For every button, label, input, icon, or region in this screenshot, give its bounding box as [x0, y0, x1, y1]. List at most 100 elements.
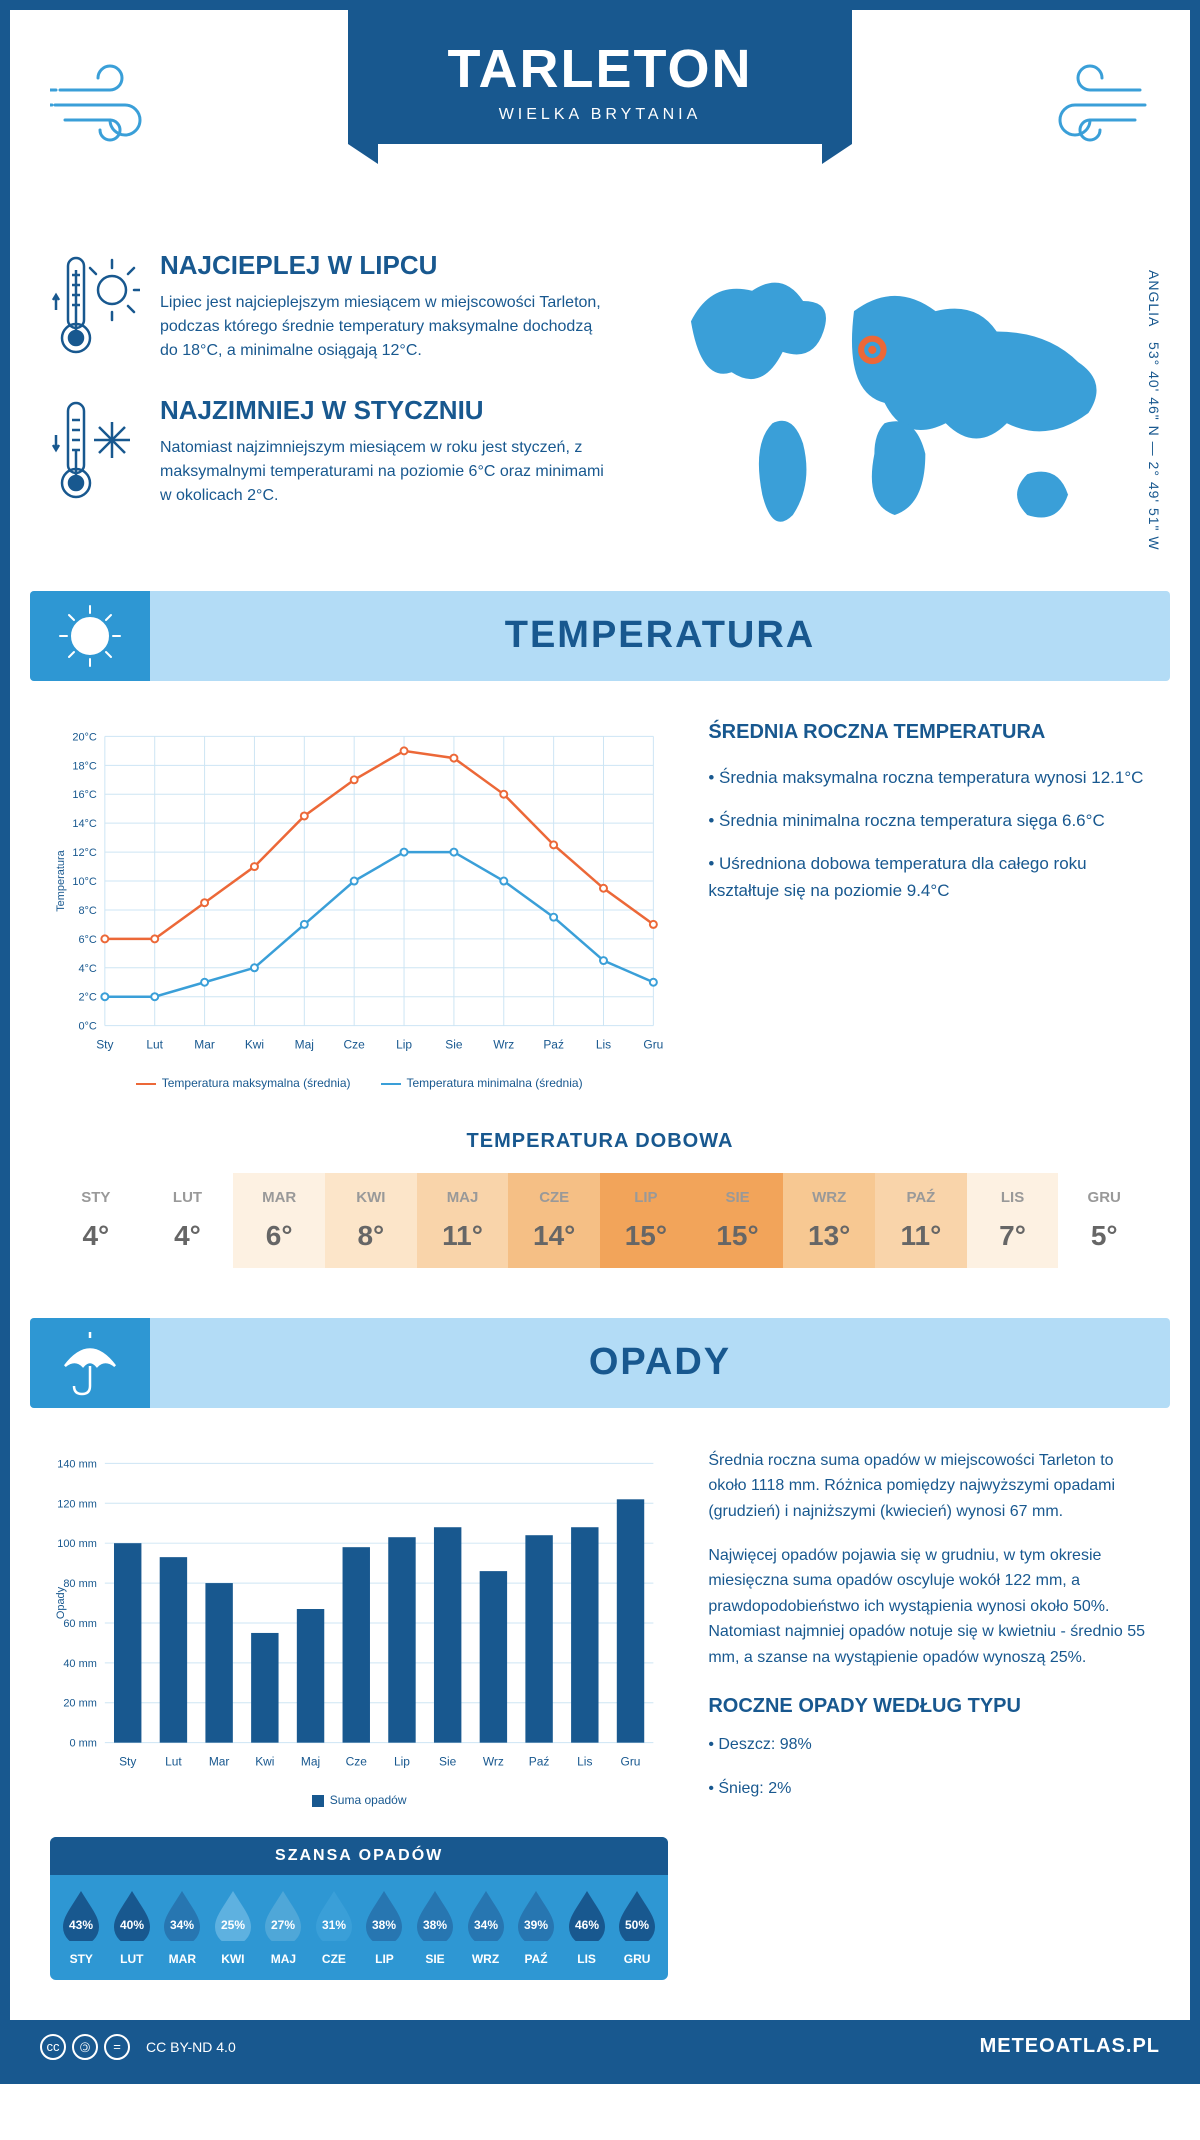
- svg-text:Mar: Mar: [209, 1754, 230, 1768]
- daily-temp-cell: LUT4°: [142, 1173, 234, 1268]
- svg-text:Paź: Paź: [529, 1754, 550, 1768]
- coldest-fact: NAJZIMNIEJ W STYCZNIU Natomiast najzimni…: [50, 395, 610, 510]
- warmest-text: NAJCIEPLEJ W LIPCU Lipiec jest najcieple…: [160, 250, 610, 365]
- precip-legend-label: Suma opadów: [330, 1793, 407, 1807]
- coldest-heading: NAJZIMNIEJ W STYCZNIU: [160, 395, 610, 426]
- umbrella-icon: [30, 1318, 150, 1408]
- precip-text-2: Najwięcej opadów pojawia się w grudniu, …: [708, 1543, 1150, 1671]
- svg-text:4°C: 4°C: [78, 963, 96, 975]
- warmest-heading: NAJCIEPLEJ W LIPCU: [160, 250, 610, 281]
- coordinates: ANGLIA 53° 40' 46" N — 2° 49' 51" W: [1146, 270, 1162, 551]
- svg-text:Cze: Cze: [346, 1754, 368, 1768]
- wind-icon-left: [50, 50, 180, 155]
- daily-temp-cell: STY4°: [50, 1173, 142, 1268]
- svg-text:Sie: Sie: [445, 1037, 463, 1051]
- temperature-info: ŚREDNIA ROCZNA TEMPERATURA • Średnia mak…: [708, 721, 1150, 1090]
- chance-drop: 27%MAJ: [258, 1889, 309, 1966]
- svg-text:38%: 38%: [423, 1918, 447, 1932]
- chance-drop: 34%WRZ: [460, 1889, 511, 1966]
- svg-text:12°C: 12°C: [72, 847, 97, 859]
- legend-max: Temperatura maksymalna (średnia): [162, 1076, 351, 1090]
- footer: cc 🄯 = CC BY-ND 4.0 METEOATLAS.PL: [10, 2020, 1190, 2074]
- daily-temp-cell: LIS7°: [967, 1173, 1059, 1268]
- precipitation-heading: OPADY: [150, 1341, 1170, 1384]
- svg-text:8°C: 8°C: [78, 905, 96, 917]
- svg-text:Opady: Opady: [55, 1586, 67, 1619]
- svg-text:39%: 39%: [524, 1918, 548, 1932]
- svg-text:Gru: Gru: [621, 1754, 641, 1768]
- world-map-icon: [640, 250, 1150, 556]
- svg-text:38%: 38%: [372, 1918, 396, 1932]
- chance-drop: 39%PAŹ: [511, 1889, 562, 1966]
- svg-text:Lut: Lut: [165, 1754, 182, 1768]
- svg-text:Mar: Mar: [194, 1037, 215, 1051]
- daily-temp-cell: WRZ13°: [783, 1173, 875, 1268]
- svg-text:Maj: Maj: [301, 1754, 320, 1768]
- coords-text: 53° 40' 46" N — 2° 49' 51" W: [1146, 342, 1162, 551]
- precipitation-band: OPADY: [30, 1318, 1170, 1408]
- site-name: METEOATLAS.PL: [980, 2035, 1160, 2058]
- region-label: ANGLIA: [1146, 270, 1162, 327]
- svg-text:Kwi: Kwi: [245, 1037, 264, 1051]
- precipitation-right: Średnia roczna suma opadów w miejscowośc…: [708, 1448, 1150, 1980]
- annual-temp-bullet-3: • Uśredniona dobowa temperatura dla całe…: [708, 850, 1150, 904]
- coldest-body: Natomiast najzimniejszym miesiącem w rok…: [160, 436, 610, 508]
- infographic-frame: TARLETON WIELKA BRYTANIA NAJCIEPLEJ W LI…: [0, 0, 1200, 2084]
- svg-text:Sty: Sty: [119, 1754, 136, 1768]
- thermometer-snow-icon: [50, 395, 140, 510]
- annual-temp-bullet-2: • Średnia minimalna roczna temperatura s…: [708, 807, 1150, 834]
- svg-text:Lut: Lut: [146, 1037, 163, 1051]
- svg-text:0 mm: 0 mm: [69, 1737, 96, 1749]
- svg-text:16°C: 16°C: [72, 789, 97, 801]
- chance-drop: 34%MAR: [157, 1889, 208, 1966]
- svg-text:2°C: 2°C: [78, 991, 96, 1003]
- svg-text:27%: 27%: [271, 1918, 295, 1932]
- temperature-legend: Temperatura maksymalna (średnia) Tempera…: [50, 1076, 668, 1090]
- svg-text:31%: 31%: [322, 1918, 346, 1932]
- daily-temp-heading: TEMPERATURA DOBOWA: [50, 1130, 1150, 1153]
- by-type-rain: • Deszcz: 98%: [708, 1732, 1150, 1758]
- temperature-chart: 0°C2°C4°C6°C8°C10°C12°C14°C16°C18°C20°CS…: [50, 721, 668, 1090]
- header: TARLETON WIELKA BRYTANIA: [10, 10, 1190, 230]
- svg-text:80 mm: 80 mm: [63, 1578, 97, 1590]
- daily-temp-cell: SIE15°: [692, 1173, 784, 1268]
- svg-text:46%: 46%: [575, 1918, 599, 1932]
- svg-text:10°C: 10°C: [72, 876, 97, 888]
- svg-text:Maj: Maj: [295, 1037, 314, 1051]
- license-block: cc 🄯 = CC BY-ND 4.0: [40, 2034, 236, 2060]
- precip-legend: Suma opadów: [50, 1793, 668, 1807]
- svg-text:25%: 25%: [221, 1918, 245, 1932]
- svg-text:18°C: 18°C: [72, 760, 97, 772]
- nd-icon: =: [104, 2034, 130, 2060]
- svg-text:Gru: Gru: [643, 1037, 663, 1051]
- annual-temp-heading: ŚREDNIA ROCZNA TEMPERATURA: [708, 721, 1150, 744]
- svg-text:100 mm: 100 mm: [57, 1538, 97, 1550]
- svg-text:40%: 40%: [120, 1918, 144, 1932]
- annual-temp-bullet-1: • Średnia maksymalna roczna temperatura …: [708, 764, 1150, 791]
- chance-drop: 43%STY: [56, 1889, 107, 1966]
- svg-text:Temperatura: Temperatura: [55, 849, 67, 911]
- facts-column: NAJCIEPLEJ W LIPCU Lipiec jest najcieple…: [50, 250, 610, 561]
- svg-text:140 mm: 140 mm: [57, 1458, 97, 1470]
- by-type-heading: ROCZNE OPADY WEDŁUG TYPU: [708, 1690, 1150, 1722]
- svg-text:50%: 50%: [625, 1918, 649, 1932]
- coldest-text: NAJZIMNIEJ W STYCZNIU Natomiast najzimni…: [160, 395, 610, 510]
- title-banner: TARLETON WIELKA BRYTANIA: [348, 10, 853, 144]
- svg-text:Lis: Lis: [596, 1037, 611, 1051]
- svg-text:0°C: 0°C: [78, 1020, 96, 1032]
- chance-drop: 31%CZE: [309, 1889, 360, 1966]
- warmest-fact: NAJCIEPLEJ W LIPCU Lipiec jest najcieple…: [50, 250, 610, 365]
- cc-icon: cc: [40, 2034, 66, 2060]
- map-column: ANGLIA 53° 40' 46" N — 2° 49' 51" W: [640, 250, 1150, 561]
- legend-min: Temperatura minimalna (średnia): [407, 1076, 583, 1090]
- warmest-body: Lipiec jest najcieplejszym miesiącem w m…: [160, 291, 610, 363]
- svg-text:Kwi: Kwi: [255, 1754, 274, 1768]
- svg-text:Cze: Cze: [344, 1037, 366, 1051]
- daily-temp-cell: CZE14°: [508, 1173, 600, 1268]
- temperature-heading: TEMPERATURA: [150, 614, 1170, 657]
- precipitation-content: 0 mm20 mm40 mm60 mm80 mm100 mm120 mm140 …: [10, 1408, 1190, 2020]
- daily-temp-grid: STY4°LUT4°MAR6°KWI8°MAJ11°CZE14°LIP15°SI…: [50, 1173, 1150, 1268]
- thermometer-sun-icon: [50, 250, 140, 365]
- chance-drop: 46%LIS: [561, 1889, 612, 1966]
- temperature-band: TEMPERATURA: [30, 591, 1170, 681]
